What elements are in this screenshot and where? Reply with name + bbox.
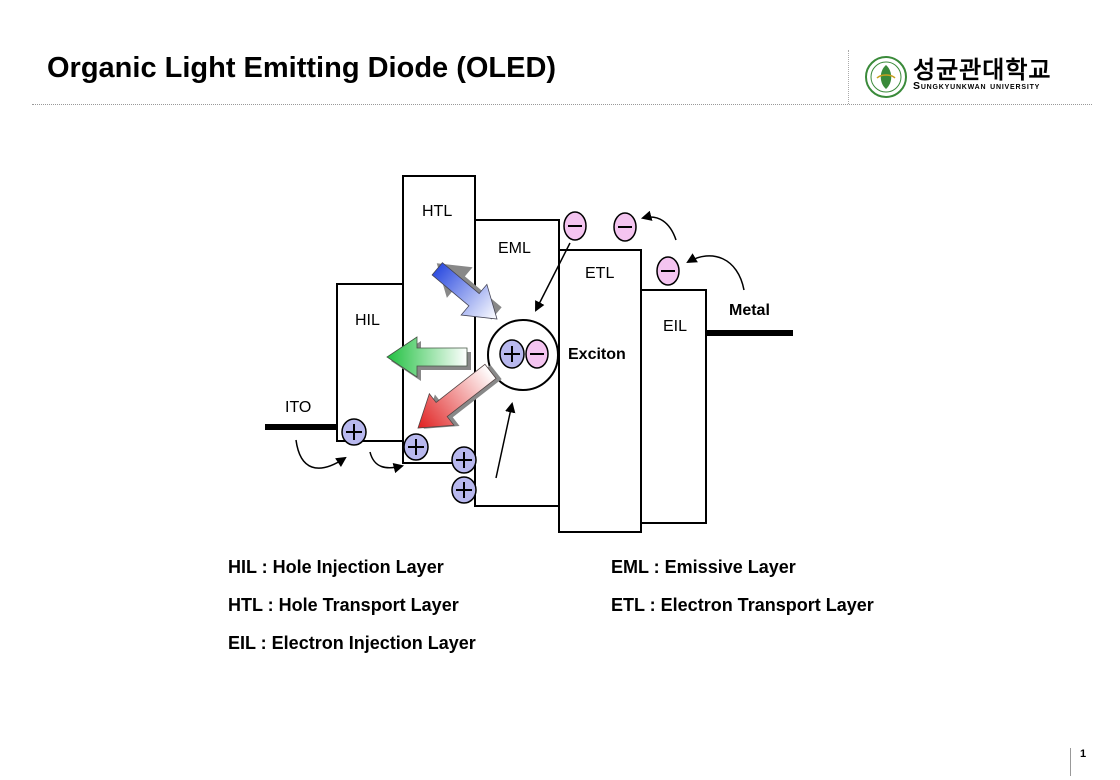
hole-transport-arrow [369, 451, 405, 474]
slide-title: Organic Light Emitting Diode (OLED) [47, 52, 557, 84]
electron-icon [613, 212, 637, 242]
exciton-hole-icon [499, 339, 525, 369]
exciton-electron-icon [525, 339, 549, 369]
metal-label: Metal [729, 302, 770, 319]
blue-emission-arrow [431, 262, 502, 320]
title-divider [32, 104, 1092, 105]
hole-icon [403, 433, 429, 461]
legend-htl: HTL : Hole Transport Layer [228, 595, 459, 615]
electron-transport-arrow [640, 210, 677, 241]
university-seal-icon [865, 56, 907, 98]
logo-english-name: Sungkyunkwan University [913, 80, 1041, 92]
eil-label: EIL [663, 318, 687, 335]
university-logo: 성균관대학교 Sungkyunkwan University [865, 50, 1065, 104]
red-emission-arrow [417, 363, 502, 429]
hole-icon [341, 418, 367, 446]
page-number-divider [1070, 748, 1071, 776]
etl-layer [558, 249, 642, 533]
etl-label: ETL [585, 265, 614, 282]
eml-label: EML [498, 240, 531, 257]
metal-electrode [705, 330, 793, 336]
ito-electrode [265, 424, 337, 430]
logo-divider [848, 50, 849, 104]
page-number: 1 [1080, 748, 1087, 760]
hole-icon [451, 476, 477, 504]
ito-label: ITO [285, 399, 311, 416]
electron-to-exciton-arrow [535, 242, 571, 312]
legend-etl: ETL : Electron Transport Layer [611, 595, 874, 615]
legend-eil: EIL : Electron Injection Layer [228, 633, 476, 653]
logo-korean-name: 성균관대학교 [913, 57, 1052, 84]
legend-hil: HIL : Hole Injection Layer [228, 557, 444, 577]
hole-icon [451, 446, 477, 474]
electron-icon [563, 211, 587, 241]
hil-layer [336, 283, 404, 442]
hole-to-exciton-arrow [495, 401, 516, 479]
hil-label: HIL [355, 312, 380, 329]
green-emission-arrow [386, 336, 471, 381]
legend-eml: EML : Emissive Layer [611, 557, 796, 577]
electron-icon [656, 256, 680, 286]
htl-label: HTL [422, 203, 452, 220]
eil-layer [640, 289, 707, 524]
exciton-label: Exciton [568, 346, 626, 363]
hole-injection-arrow [295, 439, 347, 469]
electron-injection-arrow [686, 253, 745, 291]
